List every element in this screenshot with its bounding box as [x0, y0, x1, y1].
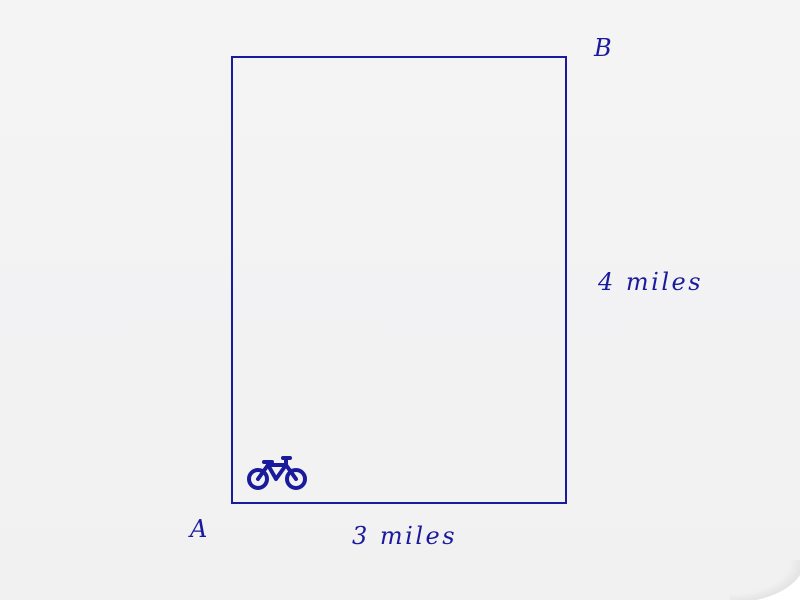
route-rectangle	[231, 56, 567, 504]
corner-label-b: B	[594, 34, 613, 62]
bicycle-icon	[247, 456, 307, 490]
corner-label-a: A	[190, 515, 209, 543]
side-length-right: 4 miles	[598, 268, 704, 296]
side-length-bottom: 3 miles	[352, 522, 458, 550]
page-curl	[730, 560, 800, 600]
